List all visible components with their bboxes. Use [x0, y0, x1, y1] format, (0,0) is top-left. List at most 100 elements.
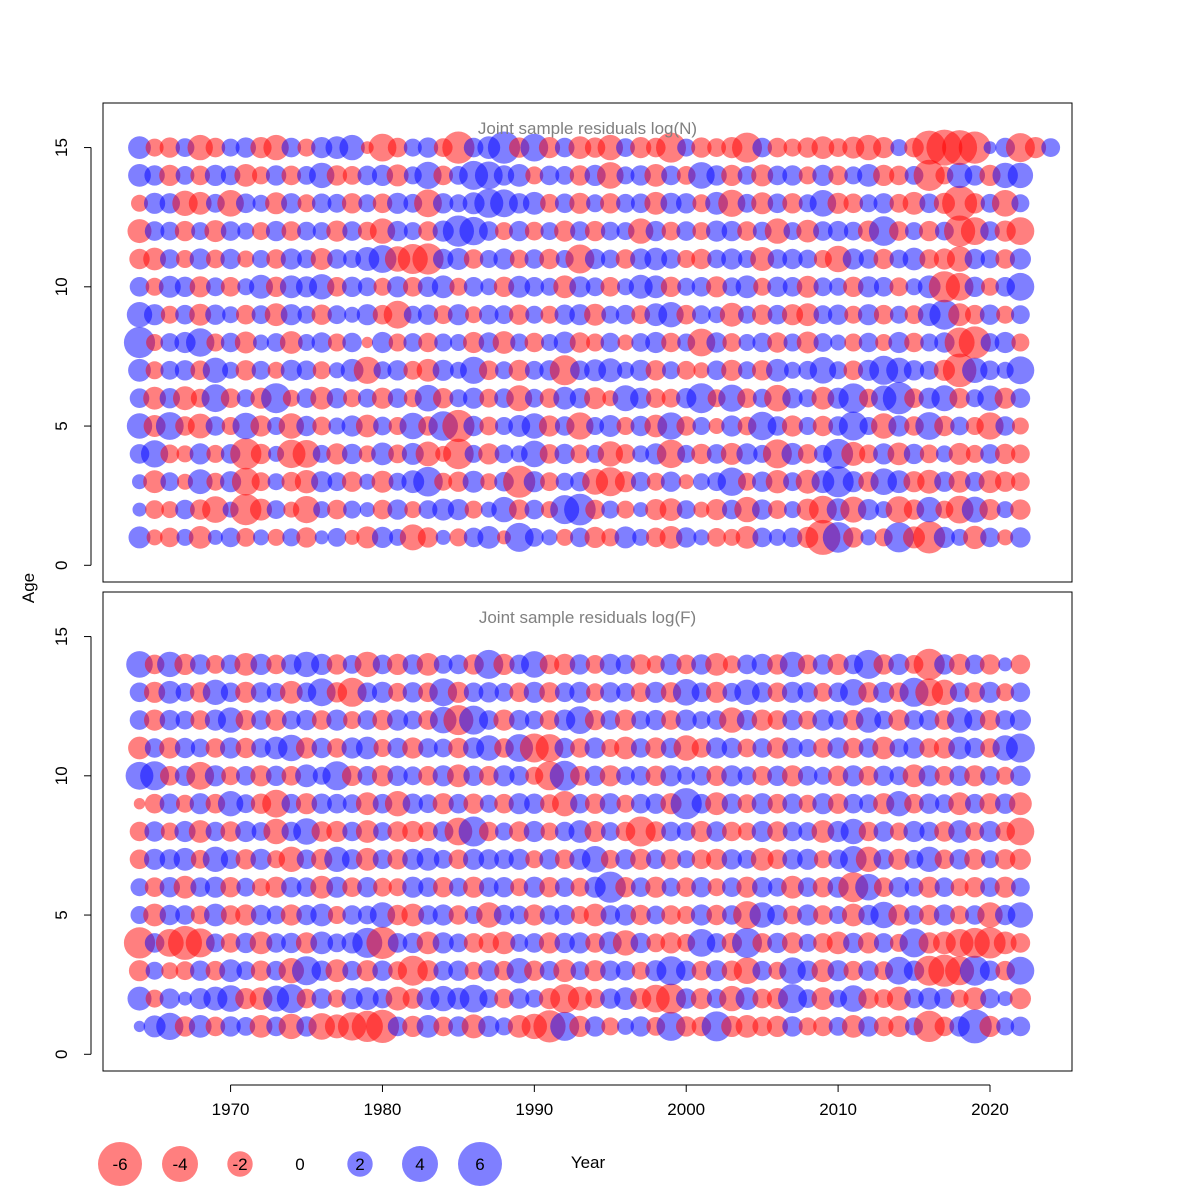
bubble [404, 501, 422, 519]
bubble [146, 529, 163, 546]
bubble [174, 653, 196, 676]
bubble [569, 932, 591, 954]
bubble [178, 991, 192, 1006]
bubble [276, 984, 306, 1014]
bubble [252, 166, 270, 185]
bubble [418, 738, 438, 758]
bubble [827, 653, 849, 676]
bubble [888, 415, 910, 437]
bubble [252, 250, 270, 268]
bubble [460, 356, 488, 384]
bubble [798, 249, 818, 269]
bubble [569, 332, 591, 353]
bubble [416, 847, 440, 871]
bubble [813, 738, 833, 758]
bubble [1007, 162, 1034, 189]
bubble [645, 709, 666, 731]
bubble [858, 738, 879, 758]
bubble [292, 496, 321, 524]
bubble [857, 932, 880, 954]
bubble [251, 360, 271, 380]
bubble [401, 903, 425, 927]
bubble [266, 933, 286, 953]
bubble [463, 793, 484, 814]
bubble [646, 655, 665, 674]
bubble [677, 138, 696, 157]
bubble [280, 304, 302, 326]
bubble [535, 734, 564, 762]
bubble [782, 248, 803, 270]
bubble [616, 138, 635, 158]
bubble [403, 138, 422, 157]
bubble [402, 820, 424, 843]
bubble [279, 331, 303, 354]
bubble [205, 738, 226, 758]
bubble [479, 221, 499, 241]
bubble [160, 766, 180, 786]
bubble [918, 987, 941, 1010]
bubble [383, 300, 412, 329]
bubble [220, 737, 242, 759]
bubble [495, 822, 513, 841]
bubble [220, 654, 241, 675]
bubble [645, 737, 667, 759]
bubble [130, 906, 149, 924]
bubble [813, 221, 833, 241]
bubble [311, 332, 332, 353]
bubble [886, 791, 912, 817]
bubble [585, 988, 605, 1009]
bubble [1006, 956, 1035, 985]
bubble [766, 358, 789, 382]
bubble [660, 276, 682, 297]
bubble [159, 164, 181, 186]
bubble [307, 678, 336, 707]
bubble [204, 765, 226, 787]
bubble [840, 496, 867, 523]
bubble [463, 415, 484, 437]
bubble [399, 524, 426, 551]
bubble [205, 960, 226, 981]
bubble [659, 526, 683, 549]
bubble [873, 821, 894, 842]
bubble [478, 849, 499, 870]
bubble [874, 710, 894, 730]
bubble [812, 709, 834, 731]
bubble [601, 305, 620, 324]
bubble [995, 471, 1016, 492]
bubble [888, 877, 910, 898]
bubble [265, 876, 287, 898]
bubble [250, 960, 272, 981]
bubble [840, 985, 867, 1012]
bubble [249, 1015, 273, 1038]
bubble [281, 766, 302, 786]
bubble [751, 192, 774, 215]
bubble [829, 277, 848, 296]
bubble [487, 131, 521, 164]
bubble [510, 878, 529, 897]
bubble [206, 277, 225, 297]
bubble [827, 192, 849, 214]
bubble [343, 389, 362, 408]
bubble [539, 682, 560, 703]
bubble [979, 304, 1001, 325]
bubble [919, 220, 940, 242]
bubble [433, 165, 454, 186]
bubble [915, 412, 944, 440]
bubble [949, 653, 971, 676]
bubble [267, 528, 285, 546]
bubble [811, 136, 835, 160]
x-tick-label: 1980 [364, 1100, 402, 1119]
bubble [570, 444, 590, 464]
bubble [207, 529, 223, 545]
bubble [979, 1015, 1001, 1037]
bubble [127, 986, 152, 1011]
bubble [509, 766, 529, 786]
bubble [858, 960, 879, 981]
bubble [144, 709, 166, 731]
bubble [676, 304, 696, 325]
bubble [293, 651, 320, 678]
bubble [583, 903, 607, 927]
bubble [189, 248, 211, 270]
bubble [524, 332, 545, 353]
bubble [691, 738, 712, 758]
